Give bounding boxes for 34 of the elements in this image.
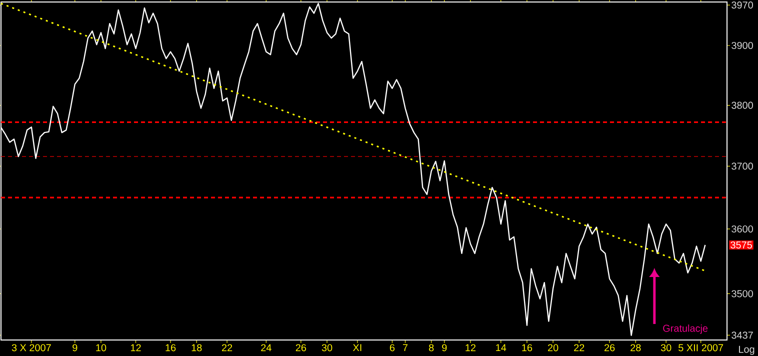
x-tick-label: 14: [496, 344, 506, 352]
x-tick-label: 24: [261, 344, 272, 352]
y-tick-label: 3437: [732, 332, 753, 339]
x-tick-label: 30: [322, 344, 332, 352]
annotation: Gratulacje: [663, 324, 708, 334]
x-tick-label: 12: [130, 344, 141, 352]
x-tick-label: 18: [192, 344, 202, 352]
x-tick-label: 6: [390, 344, 395, 352]
x-tick-label: XI: [352, 344, 362, 352]
x-tick-label: 9: [442, 344, 447, 352]
y-tick-label: 3700: [732, 162, 753, 170]
x-tick-label: 8: [429, 344, 434, 352]
x-tick-label: 5 XII 2007: [678, 344, 724, 352]
x-tick-label: 3 X 2007: [12, 344, 51, 352]
x-tick-label: 26: [296, 344, 306, 352]
x-tick-label: 12: [466, 344, 476, 352]
y-tick-label: 3600: [732, 225, 753, 233]
y-tick-label: 3500: [732, 290, 753, 298]
x-tick-label: 28: [630, 344, 641, 352]
x-tick-label: 26: [604, 344, 615, 352]
x-tick-label: 22: [574, 344, 584, 352]
x-tick-label: 30: [660, 344, 672, 352]
text: 3575: [730, 241, 752, 248]
x-tick-label: 16: [166, 344, 176, 352]
y-tick-label: 3970: [732, 2, 753, 9]
x-tick-label: 20: [548, 344, 558, 352]
x-tick-label: 16: [522, 344, 532, 352]
x-tick-label: 7: [402, 344, 408, 352]
x-tick-label: 9: [72, 344, 78, 352]
text: Log: [739, 346, 754, 355]
x-tick-label: 10: [96, 344, 106, 352]
x-tick-label: 22: [222, 344, 232, 352]
y-tick-label: 3900: [732, 42, 753, 50]
y-tick-label: 3800: [732, 102, 753, 109]
